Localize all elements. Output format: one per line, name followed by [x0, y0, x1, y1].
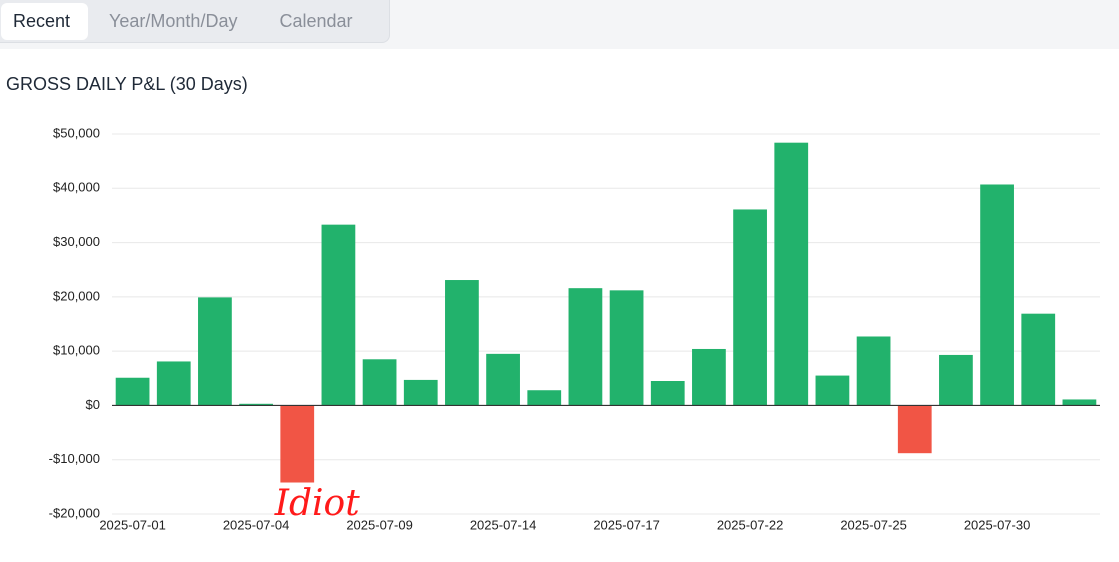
bar	[1062, 399, 1097, 406]
bar	[403, 379, 438, 406]
tab[interactable]: Calendar	[279, 10, 353, 31]
y-tick-label: $50,000	[53, 125, 100, 140]
bar	[856, 336, 891, 406]
x-tick-label: 2025-07-17	[593, 517, 660, 532]
bar	[362, 359, 397, 406]
tab-bar: Recent Year/Month/Day Calendar	[0, 0, 390, 43]
bar	[527, 390, 562, 406]
x-tick-label: 2025-07-30	[964, 517, 1031, 532]
bar	[609, 290, 644, 406]
annotation: Idiot	[274, 483, 360, 524]
chart: GROSS DAILY P&L (30 Days) -$20,000 -$10,0…	[6, 74, 1100, 532]
bar	[650, 381, 685, 406]
bar	[156, 361, 191, 406]
bar	[692, 348, 726, 406]
bar	[1021, 313, 1056, 406]
y-tick-label: $0	[86, 397, 100, 412]
x-tick-label: 2025-07-22	[717, 517, 784, 532]
x-tick-label: 2025-07-14	[470, 517, 537, 532]
bar	[939, 354, 973, 406]
y-tick-label: $20,000	[53, 288, 100, 303]
bar	[733, 209, 767, 406]
tab[interactable]: Year/Month/Day	[109, 10, 238, 31]
header: Recent Year/Month/Day Calendar	[0, 0, 1119, 49]
bar	[445, 280, 479, 406]
bar	[239, 403, 273, 406]
bar	[774, 142, 809, 406]
y-tick-label: $40,000	[53, 180, 100, 195]
bar	[280, 405, 315, 483]
x-tick-label: 2025-07-09	[346, 517, 413, 532]
bar	[486, 353, 520, 406]
y-tick-label: $10,000	[53, 343, 100, 358]
bar	[321, 224, 356, 406]
x-tick-label: 2025-07-04	[223, 517, 290, 532]
bar	[897, 405, 932, 454]
y-tick-label: -$20,000	[49, 505, 100, 520]
y-tick-label: -$10,000	[49, 451, 100, 466]
tab[interactable]: Recent	[1, 2, 89, 40]
x-tick-label: 2025-07-25	[840, 517, 907, 532]
bar	[568, 288, 603, 406]
y-tick-label: $30,000	[53, 234, 100, 249]
bar	[980, 184, 1014, 406]
bar	[115, 377, 150, 406]
bar	[815, 375, 850, 406]
chart-title: GROSS DAILY P&L (30 Days)	[6, 74, 248, 94]
x-tick-label: 2025-07-01	[99, 517, 166, 532]
bar	[198, 297, 232, 406]
